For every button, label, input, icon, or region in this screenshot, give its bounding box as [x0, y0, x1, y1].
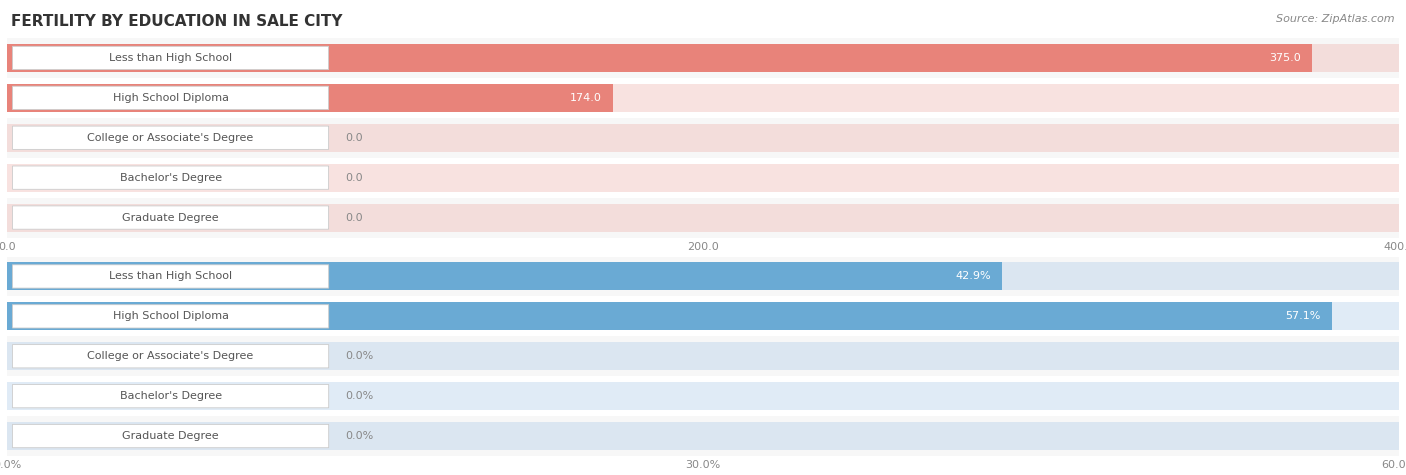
Bar — [7, 416, 1399, 456]
FancyBboxPatch shape — [13, 46, 329, 70]
Text: 0.0: 0.0 — [346, 172, 363, 183]
Bar — [7, 263, 1399, 290]
FancyBboxPatch shape — [13, 344, 329, 368]
Bar — [7, 38, 1399, 78]
FancyBboxPatch shape — [13, 206, 329, 229]
FancyBboxPatch shape — [13, 424, 329, 448]
Bar — [7, 256, 1399, 296]
Text: 174.0: 174.0 — [569, 93, 602, 103]
Text: College or Associate's Degree: College or Associate's Degree — [87, 351, 253, 361]
Text: Source: ZipAtlas.com: Source: ZipAtlas.com — [1277, 14, 1395, 24]
FancyBboxPatch shape — [13, 126, 329, 150]
Bar — [7, 84, 613, 112]
Text: College or Associate's Degree: College or Associate's Degree — [87, 133, 253, 143]
Bar — [7, 382, 1399, 410]
Text: 57.1%: 57.1% — [1285, 311, 1320, 322]
Text: Less than High School: Less than High School — [110, 271, 232, 282]
Bar — [7, 44, 1399, 72]
Text: Graduate Degree: Graduate Degree — [122, 212, 219, 223]
Bar — [7, 303, 1399, 330]
Text: 0.0: 0.0 — [346, 133, 363, 143]
Bar — [7, 296, 1399, 336]
Text: Less than High School: Less than High School — [110, 53, 232, 63]
Text: 42.9%: 42.9% — [956, 271, 991, 282]
Text: High School Diploma: High School Diploma — [112, 93, 229, 103]
Bar — [7, 44, 1312, 72]
FancyBboxPatch shape — [13, 304, 329, 328]
Bar — [7, 204, 1399, 231]
Bar — [7, 118, 1399, 158]
Bar — [7, 158, 1399, 198]
Text: High School Diploma: High School Diploma — [112, 311, 229, 322]
Bar — [7, 422, 1399, 450]
Bar — [7, 342, 1399, 370]
Bar — [7, 84, 1399, 112]
Text: 0.0%: 0.0% — [346, 351, 374, 361]
Bar — [7, 303, 1331, 330]
Bar — [7, 376, 1399, 416]
FancyBboxPatch shape — [13, 166, 329, 190]
Text: 375.0: 375.0 — [1270, 53, 1301, 63]
Bar — [7, 164, 1399, 191]
FancyBboxPatch shape — [13, 265, 329, 288]
Text: FERTILITY BY EDUCATION IN SALE CITY: FERTILITY BY EDUCATION IN SALE CITY — [11, 14, 343, 29]
FancyBboxPatch shape — [13, 86, 329, 110]
Text: Bachelor's Degree: Bachelor's Degree — [120, 172, 222, 183]
FancyBboxPatch shape — [13, 384, 329, 408]
Bar — [7, 263, 1002, 290]
Text: 0.0%: 0.0% — [346, 431, 374, 441]
Text: 0.0: 0.0 — [346, 212, 363, 223]
Bar — [7, 78, 1399, 118]
Bar — [7, 124, 1399, 152]
Bar — [7, 336, 1399, 376]
Text: Bachelor's Degree: Bachelor's Degree — [120, 391, 222, 401]
Bar — [7, 198, 1399, 238]
Text: 0.0%: 0.0% — [346, 391, 374, 401]
Text: Graduate Degree: Graduate Degree — [122, 431, 219, 441]
